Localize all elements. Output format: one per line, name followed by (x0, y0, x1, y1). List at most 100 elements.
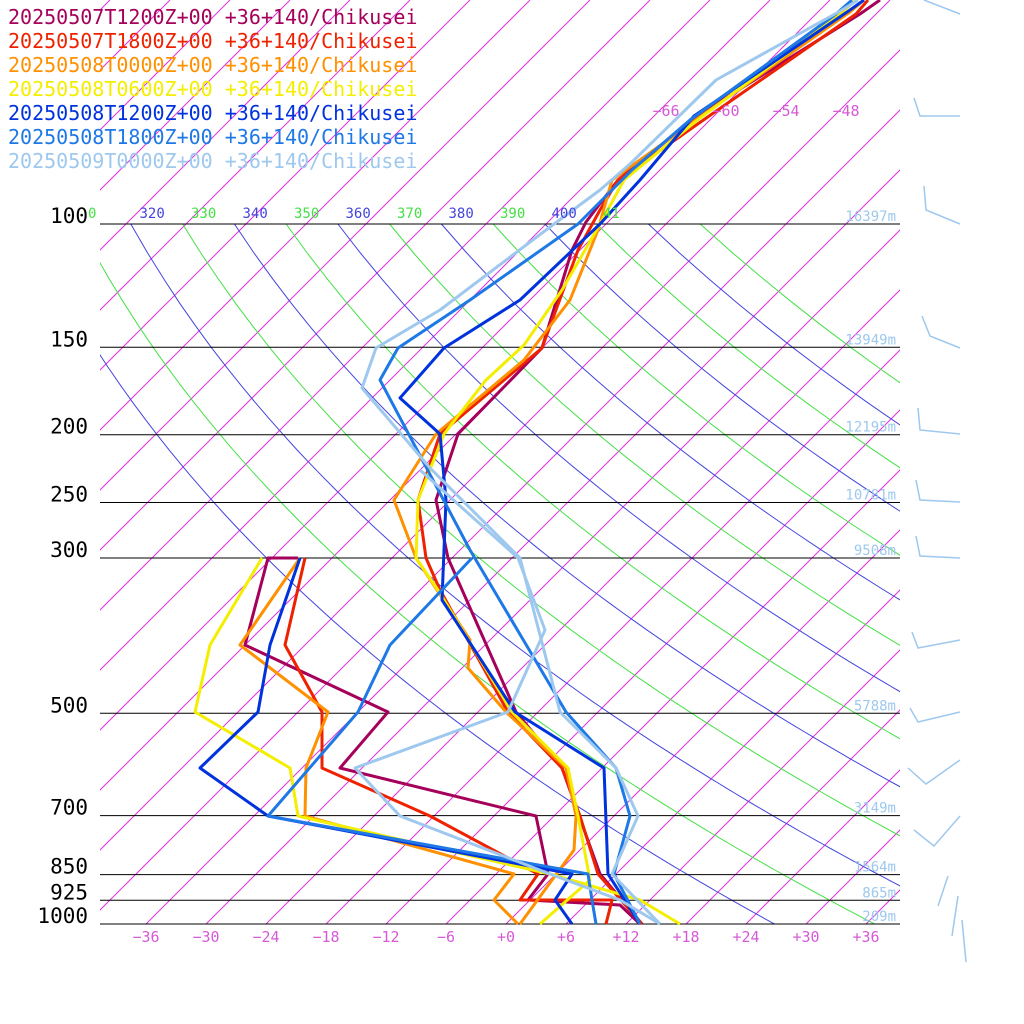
dewpoint-line (283, 557, 614, 925)
isotherm-line (100, 109, 900, 911)
theta-label: 370 (397, 206, 422, 222)
isobar-grid (100, 223, 900, 925)
isotherm-line (100, 0, 531, 431)
theta-curve (699, 223, 900, 384)
pressure-label: 850 (50, 855, 88, 879)
theta-curve (100, 354, 775, 924)
theta-curve (648, 223, 900, 426)
wind-barb (915, 535, 961, 559)
temperature-tick-label: +24 (732, 928, 759, 946)
theta-label: 340 (243, 206, 268, 222)
temperature-tick-label: −60 (712, 102, 739, 120)
temperature-tick-label: −66 (652, 102, 679, 120)
wind-barb (937, 875, 949, 907)
dewpoint-line (266, 556, 598, 925)
dewpoint-line (353, 468, 661, 926)
temperature-tick-label: +6 (557, 928, 575, 946)
height-label: 9508m (854, 543, 896, 559)
height-label: 865m (862, 885, 896, 901)
isotherm-line (445, 469, 900, 924)
dewpoint-line (198, 557, 574, 925)
isotherm-line (100, 0, 711, 611)
theta-curve (596, 223, 900, 469)
height-label: 10781m (845, 488, 896, 504)
temperature-tick-label: −6 (437, 928, 455, 946)
temperature-tick-label: −12 (372, 928, 399, 946)
isotherm-line (100, 0, 891, 791)
isotherm-line (100, 0, 591, 491)
theta-label: 41 (603, 206, 620, 222)
isotherm-line (865, 889, 900, 924)
wind-barb (917, 407, 961, 435)
theta-curve (492, 223, 900, 556)
pressure-label: 1000 (37, 904, 88, 928)
temperature-tick-label: −30 (192, 928, 219, 946)
isotherm-line (265, 289, 900, 924)
height-label: 1564m (854, 860, 896, 876)
profile-line (378, 0, 853, 925)
legend-entry: 20250507T1200Z+00 +36+140/Chikusei (8, 5, 417, 29)
temperature-tick-label: −36 (132, 928, 159, 946)
wind-barb (915, 479, 961, 503)
pressure-label: 925 (50, 880, 88, 904)
temperature-tick-label: −18 (312, 928, 339, 946)
temperature-tick-label: +30 (792, 928, 819, 946)
height-label: 16397m (845, 209, 896, 225)
pressure-label: 150 (50, 327, 88, 351)
temperature-tick-label: +0 (497, 928, 515, 946)
height-label: 209m (862, 909, 896, 925)
wind-barb (923, 0, 961, 15)
isotherm-line (625, 649, 900, 924)
pressure-label: 700 (50, 796, 88, 820)
theta-label: 390 (500, 206, 525, 222)
height-label: 12195m (845, 420, 896, 436)
temperature-tick-label: −48 (832, 102, 859, 120)
profile-line (398, 0, 865, 925)
isotherm-line (685, 709, 900, 924)
temperature-tick-label: +18 (672, 928, 699, 946)
theta-label: 330 (191, 206, 216, 222)
wind-barb (913, 97, 960, 117)
isotherm-line (100, 0, 291, 191)
profile-line (414, 0, 857, 926)
wind-barb (909, 707, 961, 723)
isotherm-grid (100, 0, 1024, 924)
pressure-label: 100 (50, 204, 88, 228)
theta-label: 320 (140, 206, 165, 222)
isotherm-line (145, 169, 900, 924)
wind-barb (961, 919, 967, 963)
temperature-profiles (193, 0, 881, 926)
wind-barbs (907, 0, 967, 963)
height-label: 5788m (854, 698, 896, 714)
wind-barb (907, 759, 961, 785)
profile-line (416, 0, 870, 925)
isotherm-line (100, 0, 651, 551)
dewpoint-line (243, 556, 642, 926)
isotherm-line (565, 589, 900, 924)
wind-barb (921, 315, 961, 349)
temperature-tick-label: −24 (252, 928, 279, 946)
height-label: 3149m (854, 801, 896, 817)
dewpoint-line (238, 557, 520, 926)
isotherm-line (986, 0, 1024, 924)
theta-label: 350 (294, 206, 319, 222)
wind-barb (923, 185, 961, 225)
theta-label: 360 (346, 206, 371, 222)
pressure-label: 500 (50, 693, 88, 717)
theta-curve (544, 223, 900, 512)
legend-entry: 20250508T0000Z+00 +36+140/Chikusei (8, 53, 417, 77)
theta-curve (130, 223, 900, 887)
wind-barb (911, 631, 961, 649)
legend-entry: 20250508T0600Z+00 +36+140/Chikusei (8, 77, 417, 101)
legend-entry: 20250508T1200Z+00 +36+140/Chikusei (8, 101, 417, 125)
temperature-tick-label: +36 (852, 928, 879, 946)
isotherm-line (100, 0, 831, 731)
height-label: 13949m (845, 332, 896, 348)
legend-entry: 20250509T0000Z+00 +36+140/Chikusei (8, 149, 417, 173)
pressure-label: 250 (50, 483, 88, 507)
legend-entry: 20250508T1800Z+00 +36+140/Chikusei (8, 125, 417, 149)
theta-label: 0 (88, 206, 96, 222)
isotherm-line (805, 829, 900, 924)
